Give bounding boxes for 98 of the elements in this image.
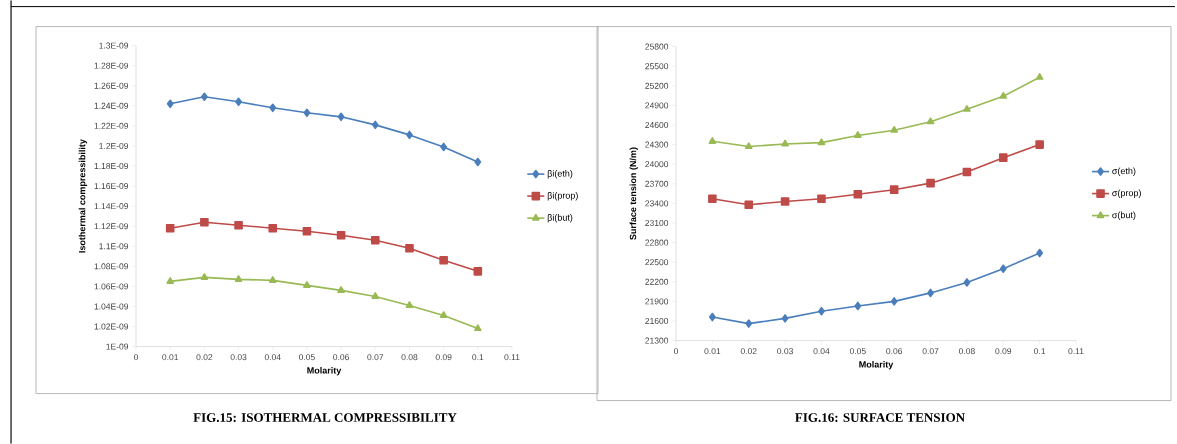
y-tick-label: 23700 xyxy=(645,180,669,187)
point xyxy=(890,297,898,306)
y-tick-label: 1.02E-09 xyxy=(94,323,129,330)
x-axis-title: Molarity xyxy=(307,366,342,376)
y-axis-title: Surface tension (N/m) xyxy=(629,147,638,240)
x-tick-label: 0.06 xyxy=(886,348,903,355)
point xyxy=(999,264,1007,273)
y-tick-label: 24600 xyxy=(645,121,669,128)
point xyxy=(780,197,790,206)
x-tick-label: 0 xyxy=(673,348,679,355)
point xyxy=(927,288,934,298)
point xyxy=(853,189,863,199)
legend-label: βi(prop) xyxy=(547,191,578,201)
y-tick-label: 24300 xyxy=(645,141,669,148)
point xyxy=(1036,248,1044,258)
y-tick-label: 25200 xyxy=(645,82,669,89)
point xyxy=(853,131,862,138)
x-tick-label: 0.07 xyxy=(367,354,384,361)
x-tick-label: 0.11 xyxy=(1068,348,1084,355)
y-tick-label: 21300 xyxy=(645,337,669,344)
point xyxy=(1035,72,1044,80)
point xyxy=(817,194,826,204)
point xyxy=(998,153,1008,162)
text: FIG.15: ISOTHERMAL COMPRESSIBILITY xyxy=(193,413,457,422)
y-tick-label: 1.06E-09 xyxy=(94,283,129,290)
x-tick-label: 0.06 xyxy=(333,354,350,361)
x-tick-label: 0.11 xyxy=(504,354,520,361)
x-tick-label: 0.05 xyxy=(849,348,866,355)
point xyxy=(962,167,972,177)
x-tick-label: 0.1 xyxy=(472,354,484,361)
point xyxy=(1035,140,1044,149)
x-tick-label: 0.07 xyxy=(922,348,939,355)
y-tick-label: 22200 xyxy=(645,278,669,285)
point xyxy=(708,194,717,204)
y-tick-label: 22800 xyxy=(645,239,669,246)
y-tick-label: 23100 xyxy=(645,219,669,226)
y-tick-label: 1E-09 xyxy=(106,343,129,350)
y-tick-label: 23400 xyxy=(645,200,669,207)
point xyxy=(745,319,753,328)
y-tick-label: 1.2E-09 xyxy=(99,142,129,149)
y-tick-label: 1.08E-09 xyxy=(94,263,129,270)
x-tick-label: 0.04 xyxy=(813,348,830,355)
legend-label: σ(but) xyxy=(1112,211,1136,220)
y-tick-label: 1.1E-09 xyxy=(99,243,129,250)
x-tick-label: 0.02 xyxy=(196,354,213,361)
y-tick-label: 21900 xyxy=(645,298,669,305)
point xyxy=(818,306,825,316)
x-tick-label: 0.08 xyxy=(958,348,975,355)
point xyxy=(781,139,789,147)
legend-label: βi(but) xyxy=(547,214,573,223)
x-tick-label: 0.03 xyxy=(777,348,793,355)
x-tick-label: 0 xyxy=(133,354,139,361)
point xyxy=(890,125,899,133)
x-tick-label: 0.03 xyxy=(230,354,247,361)
x-tick-label: 0.05 xyxy=(298,354,315,361)
point xyxy=(963,104,971,112)
point xyxy=(926,178,935,188)
point xyxy=(708,312,716,322)
legend-label: σ(eth) xyxy=(1112,167,1136,176)
y-tick-label: 1.3E-09 xyxy=(99,42,129,49)
x-tick-label: 0.01 xyxy=(704,348,721,355)
y-tick-label: 25800 xyxy=(645,43,669,50)
y-tick-label: 25500 xyxy=(645,63,669,70)
y-tick-label: 1.12E-09 xyxy=(94,223,129,230)
y-tick-label: 1.04E-09 xyxy=(94,303,129,310)
text: FIG.16: SURFACE TENSION xyxy=(795,413,965,422)
legend-label: σ(prop) xyxy=(1112,189,1141,198)
x-tick-label: 0.09 xyxy=(435,354,452,361)
legend-label: βi(eth) xyxy=(547,169,573,179)
y-tick-label: 24900 xyxy=(645,102,669,109)
point xyxy=(781,313,789,323)
y-axis-title: Isothermal compressibility xyxy=(78,139,88,253)
y-tick-label: 1.28E-09 xyxy=(94,62,129,69)
y-tick-label: 1.18E-09 xyxy=(94,162,129,169)
y-tick-label: 1.24E-09 xyxy=(94,102,129,109)
y-tick-label: 1.22E-09 xyxy=(94,122,129,129)
x-tick-label: 0.01 xyxy=(162,354,179,361)
y-tick-label: 21600 xyxy=(645,317,669,324)
x-tick-label: 0.1 xyxy=(1034,348,1046,355)
x-tick-label: 0.04 xyxy=(264,354,281,361)
point xyxy=(889,185,899,194)
point xyxy=(744,142,753,150)
x-axis-title: Molarity xyxy=(859,360,894,370)
point xyxy=(999,91,1008,99)
y-tick-label: 1.16E-09 xyxy=(94,182,129,189)
point xyxy=(744,200,754,209)
y-tick-label: 1.26E-09 xyxy=(94,82,129,89)
point xyxy=(854,301,862,311)
x-tick-label: 0.08 xyxy=(401,354,418,361)
x-tick-label: 0.09 xyxy=(995,348,1012,355)
point xyxy=(963,278,971,287)
x-tick-label: 0.02 xyxy=(740,348,757,355)
point xyxy=(926,117,935,125)
y-tick-label: 24000 xyxy=(645,161,669,168)
point xyxy=(817,138,826,146)
y-tick-label: 1.14E-09 xyxy=(94,203,129,210)
point xyxy=(708,136,717,144)
y-tick-label: 22500 xyxy=(645,259,669,266)
